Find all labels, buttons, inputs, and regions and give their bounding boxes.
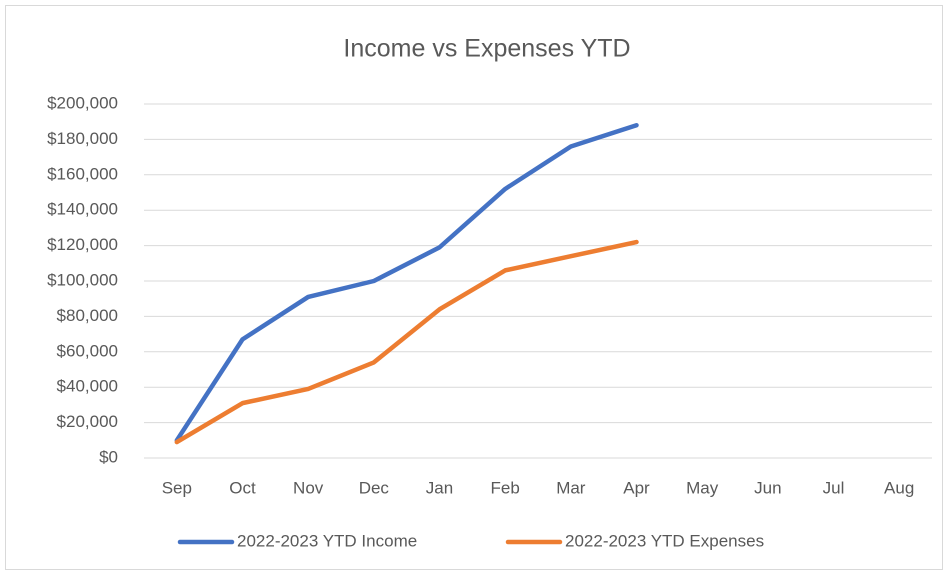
y-tick-label: $80,000: [57, 306, 118, 325]
series-line: [174, 239, 639, 445]
x-tick-label: Oct: [229, 478, 256, 497]
x-tick-label: Apr: [623, 478, 650, 497]
x-tick-label: Sep: [162, 478, 192, 497]
y-tick-label: $200,000: [47, 93, 118, 112]
y-tick-label: $140,000: [47, 200, 118, 219]
y-tick-label: $100,000: [47, 270, 118, 289]
x-tick-label: Aug: [884, 478, 914, 497]
y-tick-label: $40,000: [57, 377, 118, 396]
y-tick-label: $120,000: [47, 235, 118, 254]
x-tick-label: Dec: [359, 478, 390, 497]
x-tick-label: Jan: [426, 478, 453, 497]
x-tick-label: Feb: [491, 478, 520, 497]
y-tick-label: $60,000: [57, 341, 118, 360]
x-tick-label: Mar: [556, 478, 586, 497]
series-line: [174, 122, 639, 443]
x-tick-label: May: [686, 478, 719, 497]
y-tick-label: $160,000: [47, 164, 118, 183]
legend-label: 2022-2023 YTD Expenses: [565, 531, 764, 550]
chart-title: Income vs Expenses YTD: [343, 35, 630, 63]
x-tick-label: Jul: [823, 478, 845, 497]
y-tick-label: $0: [99, 447, 118, 466]
y-tick-label: $20,000: [57, 412, 118, 431]
x-tick-label: Nov: [293, 478, 324, 497]
legend-label: 2022-2023 YTD Income: [237, 531, 417, 550]
x-tick-label: Jun: [754, 478, 781, 497]
y-tick-label: $180,000: [47, 129, 118, 148]
